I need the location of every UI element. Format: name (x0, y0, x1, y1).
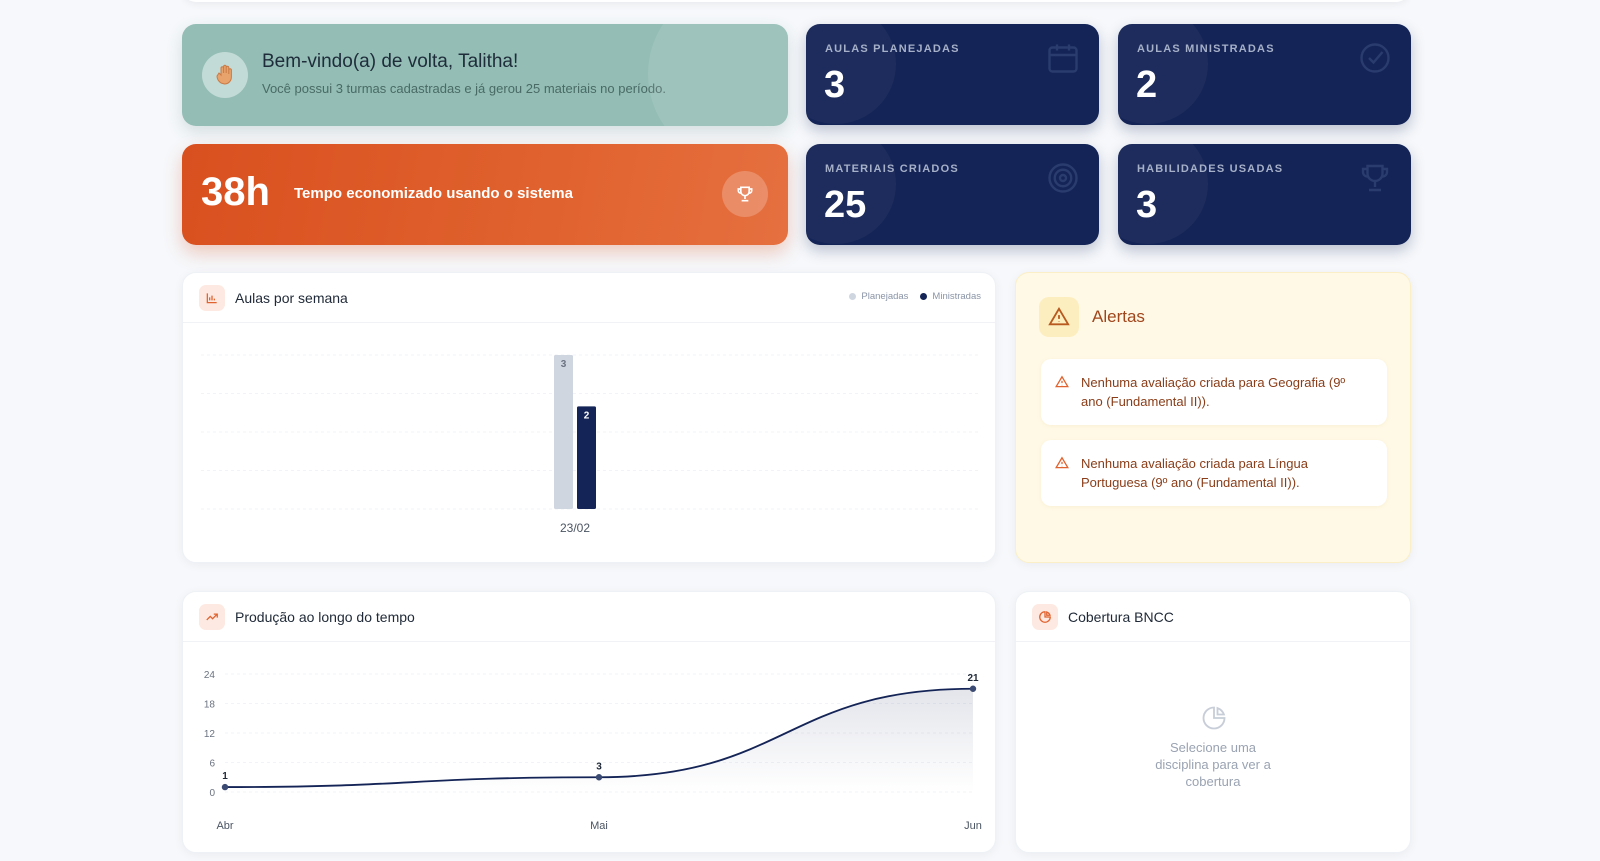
bar (577, 406, 596, 509)
alerts-panel: Alertas Nenhuma avaliação criada para Ge… (1015, 272, 1411, 563)
check-circle-icon (1360, 43, 1390, 73)
pie-chart-icon (1032, 603, 1058, 630)
stat-card-skills-used: HABILIDADES USADAS 3 (1118, 144, 1411, 245)
weekly-lessons-panel: Aulas por semana Planejadas Ministradas … (182, 272, 996, 563)
coverage-empty-message: Selecione uma disciplina para ver a cobe… (1155, 740, 1271, 789)
time-saved-card: 38h Tempo economizado usando o sistema (182, 144, 788, 245)
y-tick-label: 18 (204, 700, 216, 711)
stat-card-planned-lessons: AULAS PLANEJADAS 3 (806, 24, 1099, 125)
bar-chart-icon (199, 284, 225, 311)
production-panel: Produção ao longo do tempo 0 6 12 18 24 1 3 21 A… (182, 591, 996, 853)
alert-item: Nenhuma avaliação criada para Geografia … (1041, 359, 1387, 425)
stat-value: 3 (824, 64, 846, 106)
waving-hand-icon (202, 52, 248, 98)
welcome-card: Bem-vindo(a) de volta, Talitha! Você pos… (182, 24, 788, 126)
alerts-title: Alertas (1092, 307, 1145, 326)
data-point (595, 774, 603, 781)
production-area-chart: 0 6 12 18 24 1 3 21 Abr Mai Jun (204, 670, 982, 832)
production-chart-title: Produção ao longo do tempo (235, 608, 415, 625)
x-tick-label: Jun (964, 820, 982, 832)
chart-legend: Planejadas Ministradas (849, 291, 981, 302)
area-fill (225, 688, 973, 792)
warning-icon (1039, 297, 1079, 337)
data-label: 1 (222, 771, 228, 782)
pie-chart-icon (1202, 706, 1226, 730)
y-tick-label: 0 (209, 788, 215, 799)
weekly-bar-chart: 3 2 23/02 (201, 354, 979, 535)
time-saved-hours: 38h (201, 170, 270, 214)
data-label: 3 (596, 761, 602, 772)
calendar-icon (1048, 44, 1078, 73)
welcome-subtitle: Você possui 3 turmas cadastradas e já ge… (262, 81, 666, 96)
top-header-bar (182, 0, 1410, 2)
welcome-title: Bem-vindo(a) de volta, Talitha! (262, 51, 519, 72)
coverage-panel: Cobertura BNCC Selecione uma disciplina … (1015, 591, 1411, 853)
alert-item: Nenhuma avaliação criada para Língua Por… (1041, 440, 1387, 506)
alert-text: Nenhuma avaliação criada para Geografia … (1081, 375, 1346, 409)
stat-value: 3 (1136, 184, 1158, 226)
y-tick-label: 12 (204, 729, 216, 740)
legend-item-planned: Planejadas (849, 291, 908, 302)
stat-card-materials-created: MATERIAIS CRIADOS 25 (806, 144, 1099, 245)
stat-label: HABILIDADES USADAS (1137, 163, 1284, 175)
y-tick-label: 6 (209, 759, 215, 770)
time-saved-label: Tempo economizado usando o sistema (294, 185, 573, 202)
coverage-title: Cobertura BNCC (1068, 608, 1174, 625)
x-tick-label: Mai (590, 820, 608, 832)
alert-text: Nenhuma avaliação criada para Língua Por… (1081, 456, 1308, 490)
trophy-icon (1361, 164, 1389, 192)
stat-value: 25 (824, 184, 867, 226)
stat-label: AULAS PLANEJADAS (825, 43, 960, 55)
stat-label: MATERIAIS CRIADOS (825, 163, 959, 175)
data-label: 21 (967, 673, 979, 684)
trending-up-icon (199, 603, 225, 630)
x-tick-label: Abr (216, 820, 233, 832)
stat-card-delivered-lessons: AULAS MINISTRADAS 2 (1118, 24, 1411, 125)
warning-icon (1055, 375, 1069, 388)
bar-value-label: 3 (561, 359, 567, 370)
data-point (221, 783, 229, 791)
data-point (969, 685, 977, 692)
legend-item-delivered: Ministradas (920, 291, 981, 302)
bar (554, 355, 573, 509)
target-icon (1048, 163, 1078, 193)
trophy-icon (722, 171, 768, 217)
weekly-chart-title: Aulas por semana (235, 289, 348, 306)
bar-value-label: 2 (584, 410, 590, 421)
stat-value: 2 (1136, 64, 1158, 106)
y-tick-label: 24 (204, 670, 216, 681)
x-tick-label: 23/02 (560, 521, 590, 535)
stat-label: AULAS MINISTRADAS (1137, 43, 1275, 55)
warning-icon (1055, 456, 1069, 469)
